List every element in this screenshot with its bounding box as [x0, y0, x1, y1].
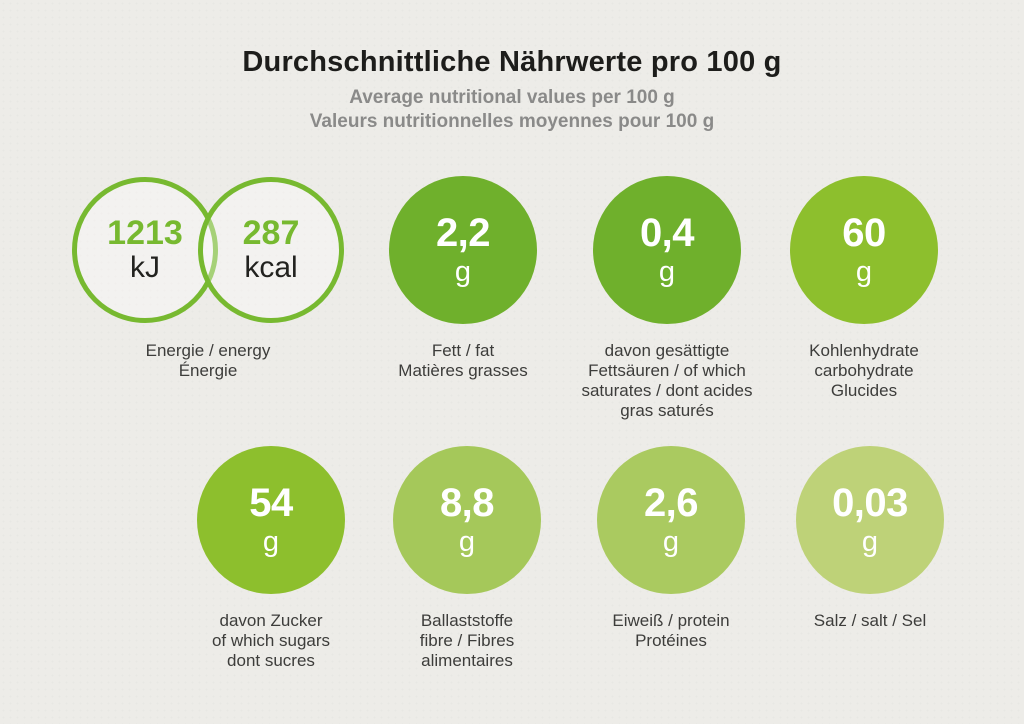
energy-label: Energie / energy Énergie	[145, 341, 271, 380]
energy-kj-unit: kJ	[130, 251, 160, 284]
nutrient-label-fibre: Ballaststoffe fibre / Fibres alimentaire…	[419, 611, 515, 670]
energy-kcal-value: 287	[242, 214, 300, 252]
nutrient-unit-fat: g	[454, 255, 472, 288]
subtitle-french: Valeurs nutritionnelles moyennes pour 10…	[309, 111, 715, 132]
nutrient-label-saturates: davon gesättigte Fettsäuren / of which s…	[581, 341, 753, 420]
nutrient-circle-fibre: 8,8 g	[393, 446, 541, 594]
nutrient-unit-saturates: g	[658, 255, 676, 288]
nutrient-value-saturates: 0,4	[639, 210, 695, 255]
energy-kcal-unit: kcal	[244, 251, 298, 284]
energy-circle-kcal: 287 kcal	[198, 177, 344, 323]
nutrient-value-fibre: 8,8	[439, 480, 495, 525]
nutrient-unit-fibre: g	[458, 525, 476, 558]
nutrient-unit-protein: g	[662, 525, 680, 558]
nutrient-label-sugars: davon Zucker of which sugars dont sucres	[211, 611, 331, 670]
energy-kj-value: 1213	[107, 214, 183, 252]
nutrient-value-carbohydrate: 60	[842, 210, 886, 255]
nutrient-circle-fat: 2,2 g	[389, 176, 537, 324]
nutrient-label-carbohydrate: Kohlenhydrate carbohydrate Glucides	[809, 341, 919, 400]
nutrient-value-salt: 0,03	[832, 480, 908, 525]
nutrient-circle-sugars: 54 g	[197, 446, 345, 594]
nutrient-unit-carbohydrate: g	[855, 255, 873, 288]
nutrient-circle-saturates: 0,4 g	[593, 176, 741, 324]
nutrient-unit-salt: g	[861, 525, 879, 558]
nutrient-value-sugars: 54	[249, 480, 293, 525]
subtitle-english: Average nutritional values per 100 g	[349, 87, 675, 108]
page-title: Durchschnittliche Nährwerte pro 100 g	[242, 46, 782, 78]
nutrient-circle-protein: 2,6 g	[597, 446, 745, 594]
nutrient-unit-sugars: g	[262, 525, 280, 558]
nutrient-circle-salt: 0,03 g	[796, 446, 944, 594]
energy-circle-kj: 1213 kJ	[72, 177, 218, 323]
nutrient-label-salt: Salz / salt / Sel	[813, 611, 927, 630]
nutrient-value-protein: 2,6	[643, 480, 699, 525]
nutrient-value-fat: 2,2	[435, 210, 491, 255]
nutrient-circle-carbohydrate: 60 g	[790, 176, 938, 324]
nutrient-label-fat: Fett / fat Matières grasses	[398, 341, 528, 380]
nutrient-label-protein: Eiweiß / protein Protéines	[612, 611, 730, 650]
